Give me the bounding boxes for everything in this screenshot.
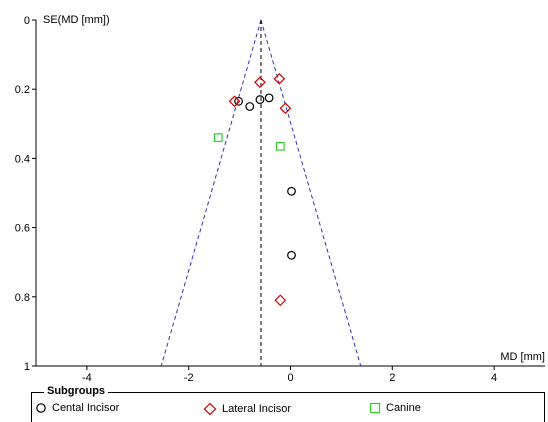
funnel-plot: 0 0.2 0.4 0.6 0.8 1 -4 -2 0 2 4 SE(MD [mm]) MD [mm… — [15, 14, 545, 384]
legend-item-central-incisor: Cental Incisor — [35, 402, 119, 414]
funnel-guides — [160, 19, 362, 367]
data-point-square — [213, 133, 223, 143]
square-marker-icon — [369, 402, 381, 414]
x-tick-label: -4 — [82, 372, 92, 384]
x-tick-label: 0 — [287, 372, 293, 384]
data-point-diamond — [228, 95, 241, 108]
axis-ticks: 0 0.2 0.4 0.6 0.8 1 -4 -2 0 2 4 — [15, 15, 497, 384]
legend-label: Canine — [386, 402, 421, 414]
circle-marker-icon — [36, 403, 46, 413]
y-tick-label: 1 — [24, 361, 30, 373]
legend-item-lateral-incisor: Lateral Incisor — [203, 402, 291, 416]
y-tick-label: 0.2 — [15, 84, 30, 96]
data-point-circle — [255, 95, 265, 104]
funnel-left-line — [160, 19, 262, 367]
x-tick-label: -2 — [184, 372, 194, 384]
data-point-square — [275, 141, 285, 151]
data-point-circle — [245, 102, 255, 111]
legend-title: Subgroups — [44, 385, 109, 397]
data-point-circle — [287, 250, 296, 260]
data-point-diamond — [279, 102, 292, 115]
x-tick-label: 4 — [491, 372, 497, 384]
data-point-circle — [287, 186, 296, 196]
y-tick-label: 0 — [24, 15, 30, 27]
x-axis-label: MD [mm] — [500, 351, 545, 363]
legend-label: Cental Incisor — [52, 402, 120, 414]
legend: Subgroups Cental Incisor Lateral Incisor… — [31, 385, 545, 422]
x-tick-label: 2 — [389, 372, 395, 384]
y-tick-label: 0.8 — [15, 292, 30, 304]
data-point-diamond — [254, 76, 266, 89]
diamond-marker-icon — [203, 402, 217, 416]
data-point-circle — [264, 93, 274, 103]
y-tick-label: 0.6 — [15, 223, 30, 235]
y-axis-label: SE(MD [mm]) — [43, 14, 110, 26]
data-point-circle — [234, 96, 243, 106]
plot-frame — [35, 20, 545, 367]
legend-label: Lateral Incisor — [222, 403, 292, 415]
data-point-diamond — [273, 72, 286, 85]
data-points — [213, 72, 296, 307]
legend-item-canine: Canine — [369, 402, 421, 414]
y-tick-label: 0.4 — [15, 153, 30, 165]
data-point-diamond — [274, 294, 287, 307]
funnel-right-line — [260, 19, 362, 367]
